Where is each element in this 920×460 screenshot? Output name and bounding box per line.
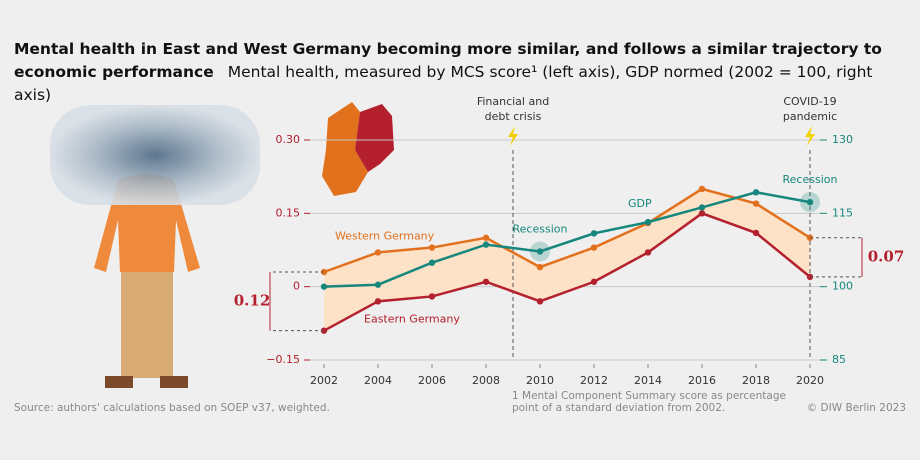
source: Source: authors' calculations based on S… bbox=[14, 402, 330, 414]
x-tick-label: 2008 bbox=[472, 374, 500, 387]
gap-shading bbox=[324, 188, 810, 331]
data-point bbox=[482, 241, 490, 248]
data-point bbox=[752, 200, 760, 207]
series-line bbox=[323, 187, 811, 274]
x-tick-label: 2010 bbox=[526, 374, 554, 387]
data-point bbox=[428, 293, 436, 300]
recession-label: Recession bbox=[513, 222, 568, 235]
data-point bbox=[644, 218, 652, 226]
germany-map bbox=[322, 102, 394, 196]
data-point bbox=[590, 278, 598, 285]
x-tick-label: 2018 bbox=[742, 374, 770, 387]
data-point bbox=[752, 189, 760, 196]
data-point bbox=[428, 259, 436, 266]
data-point bbox=[590, 244, 598, 251]
event-label: pandemic bbox=[783, 110, 837, 123]
recession-label: Recession bbox=[783, 173, 838, 186]
data-point bbox=[320, 283, 328, 290]
y-tick-label: −0.15 bbox=[266, 353, 300, 366]
data-point bbox=[374, 298, 382, 305]
chart-subtitle: Mental health, measured by MCS score¹ (l… bbox=[14, 63, 873, 104]
data-point bbox=[698, 204, 706, 211]
data-point bbox=[752, 229, 760, 237]
plot: −0.15 0 0.15 0.30 85 100 115 130 2002 2004 2006 200… bbox=[14, 95, 906, 414]
data-point bbox=[428, 244, 436, 251]
lightning-icon bbox=[508, 126, 518, 146]
y2-tick-label: 85 bbox=[832, 353, 846, 366]
footnote: point of a standard deviation from 2002. bbox=[512, 402, 725, 414]
data-point bbox=[806, 198, 814, 206]
data-point bbox=[644, 249, 652, 256]
y-tick-label: 0.30 bbox=[276, 133, 301, 146]
x-tick-label: 2006 bbox=[418, 374, 446, 387]
data-point bbox=[536, 248, 544, 255]
data-point bbox=[374, 249, 382, 256]
series-line bbox=[323, 191, 811, 288]
x-tick-label: 2020 bbox=[796, 374, 824, 387]
x-tick-label: 2002 bbox=[310, 374, 338, 387]
y2-tick-label: 100 bbox=[832, 280, 853, 293]
data-point bbox=[590, 230, 598, 237]
data-point bbox=[536, 298, 544, 305]
lightning-icon bbox=[805, 126, 815, 146]
x-tick-label: 2012 bbox=[580, 374, 608, 387]
data-point bbox=[536, 263, 544, 271]
footnote: 1 Mental Component Summary score as perc… bbox=[512, 390, 786, 402]
data-point bbox=[482, 234, 490, 241]
credit: © DIW Berlin 2023 bbox=[807, 402, 906, 414]
series-label: Western Germany bbox=[335, 229, 435, 242]
series-line bbox=[323, 211, 811, 332]
data-point bbox=[374, 281, 382, 288]
gap-label: 0.12 bbox=[234, 291, 271, 309]
event-label: debt crisis bbox=[485, 110, 542, 123]
data-point bbox=[698, 210, 706, 217]
y2-tick-label: 130 bbox=[832, 133, 853, 146]
data-point bbox=[698, 185, 706, 193]
event-label: COVID-19 bbox=[783, 95, 836, 108]
x-tick-label: 2016 bbox=[688, 374, 716, 387]
y2-tick-label: 115 bbox=[832, 206, 853, 219]
series-label: GDP bbox=[628, 197, 652, 210]
data-point bbox=[482, 278, 490, 285]
chart-title: Mental health in East and West Germany b… bbox=[14, 40, 882, 81]
person-illustration bbox=[50, 105, 260, 388]
x-tick-label: 2004 bbox=[364, 374, 392, 387]
heading: Mental health in East and West Germany b… bbox=[14, 38, 904, 107]
y-tick-label: 0 bbox=[293, 280, 300, 293]
x-tick-label: 2014 bbox=[634, 374, 662, 387]
event-label: Financial and bbox=[477, 95, 549, 108]
series-label: Eastern Germany bbox=[364, 312, 460, 325]
y-tick-label: 0.15 bbox=[276, 206, 301, 219]
gap-label: 0.07 bbox=[868, 247, 905, 265]
